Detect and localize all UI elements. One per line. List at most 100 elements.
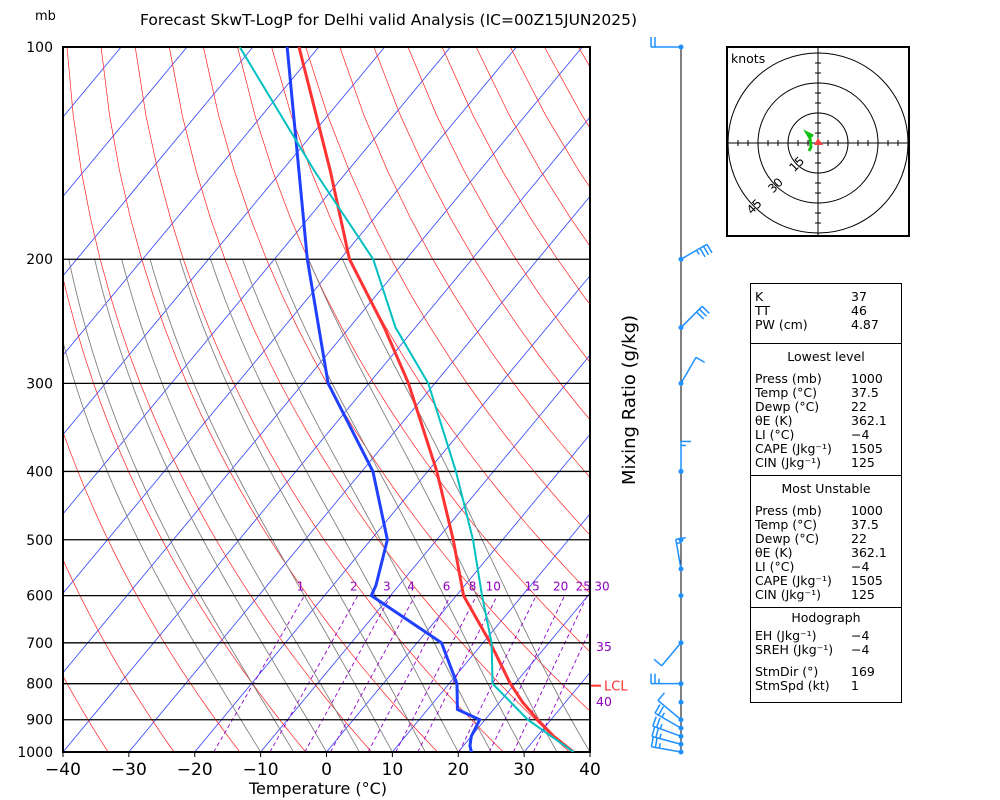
hodograph-trace — [803, 129, 814, 152]
stat-row: LI (°C) −4 — [751, 560, 901, 574]
temperature-tick-label: 20 — [447, 760, 469, 780]
stat-row: Temp (°C) 37.5 — [751, 518, 901, 532]
lowest-level-title: Lowest level — [787, 349, 865, 364]
mixing-ratio-line — [304, 595, 392, 752]
stat-label: StmDir (°) — [755, 664, 819, 679]
isotherm-line — [326, 433, 590, 752]
pressure-tick-label: 600 — [26, 589, 53, 605]
stat-value: 362.1 — [851, 413, 887, 428]
wind-barb-half-flag — [661, 712, 666, 718]
dry-adiabat-line — [373, 47, 590, 421]
stat-label: PW (cm) — [755, 317, 808, 332]
stat-label: θE (K) — [755, 413, 793, 428]
stat-row: Press (mb) 1000 — [751, 372, 901, 386]
wind-barb-flag — [650, 736, 654, 747]
unit-label-mb: mb — [35, 9, 56, 24]
isotherm-line — [63, 47, 320, 356]
wind-barb-flag — [695, 356, 706, 364]
mixing-ratio-tick-label: 15 — [525, 580, 540, 594]
wind-barb-half-flag — [659, 723, 663, 730]
stat-row: TT 46 — [751, 304, 901, 318]
mixing-ratio-line — [367, 595, 451, 752]
parcel-profile — [238, 47, 575, 752]
stat-label: LI (°C) — [755, 427, 795, 442]
wind-barb-flag — [699, 247, 706, 258]
wind-barb-flag — [654, 737, 658, 748]
stat-value: 1505 — [851, 441, 883, 456]
isotherm-line — [63, 116, 590, 752]
stat-value: 37.5 — [851, 517, 879, 532]
moist-adiabat-line — [149, 259, 393, 752]
stat-row: Temp (°C) 37.5 — [751, 386, 901, 400]
pressure-tick-label: 200 — [26, 252, 53, 268]
most-unstable-title: Most Unstable — [781, 481, 871, 496]
temperature-tick-label: 10 — [382, 760, 404, 780]
stat-label: LI (°C) — [755, 559, 795, 574]
most-unstable-panel: Most Unstable Press (mb) 1000 Temp (°C) 37.… — [750, 475, 902, 609]
pressure-tick-label: 900 — [26, 713, 53, 729]
stat-row: CIN (Jkg⁻¹) 125 — [751, 456, 901, 470]
mixing-ratio-line — [330, 595, 416, 752]
mixing-ratio-tick-label: 6 — [443, 580, 451, 594]
mixing-ratio-tick-label: 25 — [576, 580, 591, 594]
temperature-tick-label: 30 — [513, 760, 535, 780]
pressure-tick-label: 500 — [26, 533, 53, 549]
wind-barb-flag — [706, 243, 713, 254]
mixing-ratio-tick-label: 20 — [553, 580, 568, 594]
stat-value: 1505 — [851, 573, 883, 588]
stat-value: 169 — [851, 664, 875, 679]
stat-label: CAPE (Jkg⁻¹) — [755, 441, 832, 456]
mixing-ratio-label: Mixing Ratio (g/kg) — [619, 315, 640, 485]
lowest-level-panel: Lowest level Press (mb) 1000 Temp (°C) 37.5… — [750, 343, 902, 477]
stat-value: 125 — [851, 455, 875, 470]
pressure-tick-label: 100 — [26, 40, 53, 56]
moist-adiabat-line — [94, 259, 327, 752]
wind-barb — [651, 746, 682, 753]
stat-row: StmSpd (kt) 1 — [751, 679, 901, 693]
pressure-tick-label: 300 — [26, 376, 53, 392]
stat-label: Temp (°C) — [755, 517, 818, 532]
lcl-label: LCL — [604, 680, 628, 695]
wind-barb-flag — [655, 717, 661, 728]
stat-label: CAPE (Jkg⁻¹) — [755, 573, 832, 588]
stat-value: −4 — [851, 559, 870, 574]
mixing-ratio-line — [269, 595, 359, 752]
stat-value: −4 — [851, 427, 870, 442]
dry-adiabat-line — [305, 47, 590, 536]
theta-e-label: 40 — [596, 694, 612, 709]
hodograph-ring-label: 30 — [765, 175, 786, 196]
dry-adiabat-line — [63, 276, 307, 752]
mixing-ratio-tick-label: 8 — [469, 580, 477, 594]
wind-barb — [661, 642, 682, 667]
wind-barb-flag — [696, 311, 705, 320]
wind-barb-flag — [654, 704, 661, 714]
stat-label: Temp (°C) — [755, 385, 818, 400]
isotherm-line — [128, 195, 590, 752]
dry-adiabat-line — [134, 47, 504, 752]
hodograph-stats-panel: Hodograph EH (Jkg⁻¹) −4 SREH (Jkg⁻¹) −4 Stm… — [750, 607, 902, 703]
mixing-ratio-line — [417, 595, 498, 752]
mixing-ratio-tick-label: 2 — [350, 580, 358, 594]
mixing-ratio-tick-label: 30 — [594, 580, 609, 594]
dry-adiabat-line — [66, 47, 372, 752]
dry-adiabat-line — [203, 47, 590, 712]
stat-label: Press (mb) — [755, 503, 822, 518]
dry-adiabat-line — [885, 47, 1000, 752]
wind-level-dot — [678, 593, 684, 599]
moist-adiabat-line — [121, 259, 360, 752]
stat-value: 1000 — [851, 503, 883, 518]
wind-barb-flag — [652, 716, 657, 727]
dry-adiabat-line — [63, 431, 241, 752]
mixing-ratio-line — [488, 595, 566, 752]
theta-e-label: 35 — [596, 639, 612, 654]
stat-label: StmSpd (kt) — [755, 678, 830, 693]
moist-adiabat-line — [68, 259, 294, 752]
wind-barb-flag — [702, 245, 710, 256]
temperature-tick-label: −30 — [111, 760, 147, 780]
wind-barb-half-flag — [658, 743, 661, 749]
isotherm-line — [63, 47, 188, 198]
moist-adiabat-line — [210, 259, 459, 752]
stat-label: CIN (Jkg⁻¹) — [755, 455, 821, 470]
isotherm-line — [260, 354, 590, 752]
isotherm-line — [63, 47, 385, 436]
